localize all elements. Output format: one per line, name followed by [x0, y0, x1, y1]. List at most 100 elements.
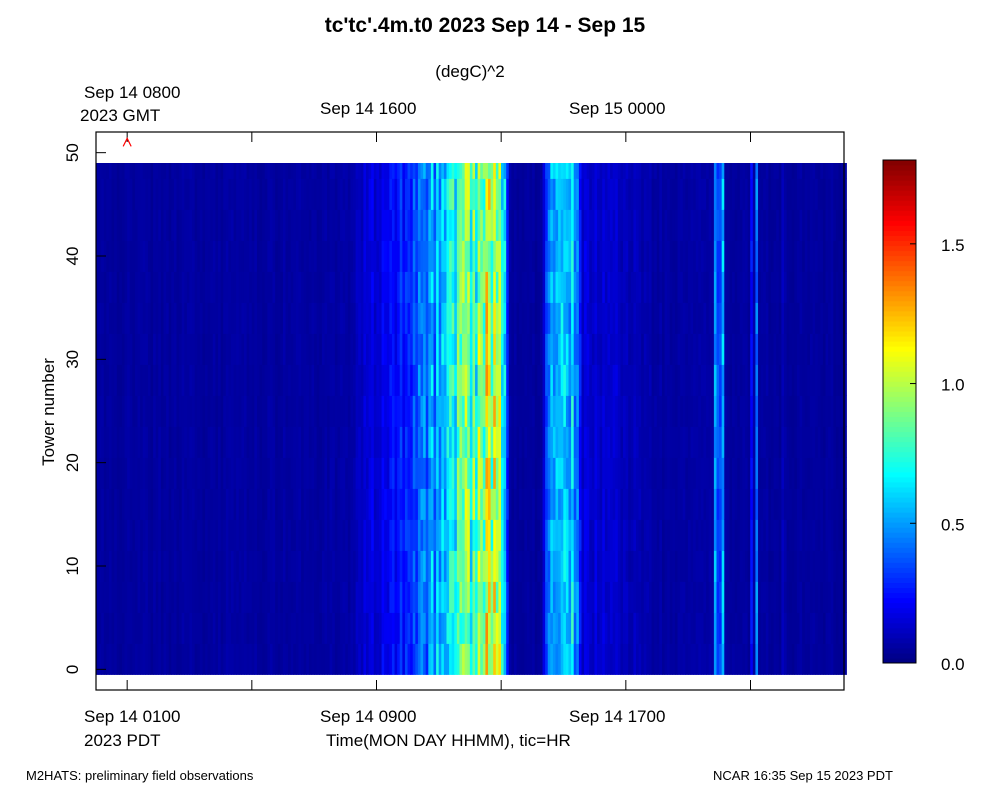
heatmap-cell	[462, 178, 466, 210]
heatmap-cell	[236, 581, 240, 613]
heatmap-cell	[807, 271, 811, 303]
heatmap-column	[205, 163, 209, 675]
heatmap-cell	[389, 426, 393, 458]
heatmap-cell	[306, 581, 310, 613]
heatmap-cell	[539, 550, 544, 582]
heatmap-cell	[623, 271, 627, 303]
heatmap-cell	[475, 364, 479, 396]
heatmap-cell	[366, 457, 370, 489]
heatmap-cell	[329, 209, 333, 241]
heatmap-cell	[402, 426, 406, 458]
heatmap-cell	[199, 178, 204, 210]
heatmap-cell	[789, 240, 793, 272]
heatmap-cell	[410, 209, 414, 241]
heatmap-cell	[732, 209, 736, 241]
heatmap-cell	[436, 612, 440, 644]
heatmap-cell	[446, 395, 450, 427]
heatmap-cell	[378, 457, 383, 489]
heatmap-cell	[794, 612, 798, 644]
heatmap-cell	[114, 364, 118, 396]
heatmap-cell	[160, 643, 165, 675]
heatmap-cell	[399, 457, 403, 489]
heatmap-cell	[610, 395, 614, 427]
heatmap-cell	[597, 581, 601, 613]
heatmap-cell	[327, 643, 331, 675]
heatmap-cell	[667, 178, 671, 210]
heatmap-cell	[342, 426, 346, 458]
heatmap-cell	[420, 395, 424, 427]
heatmap-cell	[799, 271, 803, 303]
heatmap-cell	[262, 457, 266, 489]
heatmap-cell	[449, 426, 453, 458]
heatmap-cell	[604, 178, 609, 210]
heatmap-cell	[469, 271, 474, 303]
heatmap-cell	[430, 643, 435, 675]
heatmap-cell	[262, 395, 266, 427]
heatmap-cell	[119, 519, 123, 551]
heatmap-cell	[350, 395, 354, 427]
heatmap-cell	[327, 488, 331, 520]
heatmap-cell	[275, 581, 279, 613]
heatmap-cell	[480, 333, 484, 365]
heatmap-cell	[685, 426, 689, 458]
heatmap-cell	[638, 457, 642, 489]
heatmap-cell	[246, 550, 250, 582]
heatmap-cell	[584, 271, 588, 303]
heatmap-cell	[745, 271, 749, 303]
heatmap-cell	[428, 581, 432, 613]
heatmap-column	[290, 163, 294, 675]
heatmap-cell	[542, 364, 546, 396]
heatmap-cell	[485, 426, 489, 458]
heatmap-cell	[771, 426, 775, 458]
heatmap-cell	[295, 209, 300, 241]
heatmap-cell	[578, 519, 583, 551]
heatmap-cell	[628, 550, 632, 582]
heatmap-cell	[610, 488, 614, 520]
heatmap-cell	[480, 302, 484, 334]
heatmap-cell	[713, 550, 718, 582]
heatmap-cell	[220, 209, 224, 241]
heatmap-cell	[179, 457, 183, 489]
heatmap-cell	[804, 612, 808, 644]
heatmap-cell	[680, 457, 684, 489]
heatmap-cell	[802, 364, 806, 396]
heatmap-cell	[716, 395, 720, 427]
heatmap-cell	[638, 395, 642, 427]
heatmap-cell	[184, 209, 188, 241]
heatmap-cell	[677, 178, 681, 210]
heatmap-cell	[742, 209, 746, 241]
heatmap-cell	[584, 302, 588, 334]
heatmap-cell	[462, 488, 466, 520]
heatmap-cell	[534, 581, 538, 613]
heatmap-cell	[433, 395, 437, 427]
heatmap-cell	[436, 178, 440, 210]
heatmap-cell	[571, 519, 575, 551]
heatmap-cell	[802, 163, 806, 179]
heatmap-cell	[581, 209, 585, 241]
heatmap-cell	[173, 426, 178, 458]
heatmap-cell	[584, 240, 588, 272]
heatmap-cell	[726, 488, 731, 520]
heatmap-cell	[140, 271, 144, 303]
heatmap-cell	[625, 395, 629, 427]
heatmap-cell	[516, 209, 520, 241]
heatmap-cell	[308, 643, 313, 675]
heatmap-cell	[578, 178, 583, 210]
heatmap-cell	[669, 163, 673, 179]
heatmap-cell	[119, 178, 123, 210]
heatmap-cell	[428, 209, 432, 241]
heatmap-column	[231, 163, 235, 675]
heatmap-cell	[254, 612, 258, 644]
heatmap-cell	[171, 302, 175, 334]
heatmap-cell	[568, 457, 572, 489]
heatmap-cell	[186, 550, 191, 582]
heatmap-cell	[378, 643, 383, 675]
heatmap-cell	[262, 612, 266, 644]
heatmap-cell	[127, 457, 131, 489]
heatmap-cell	[301, 209, 305, 241]
heatmap-cell	[636, 302, 640, 334]
heatmap-cell	[293, 333, 297, 365]
heatmap-cell	[308, 457, 313, 489]
heatmap-cell	[755, 612, 759, 644]
heatmap-cell	[571, 643, 575, 675]
